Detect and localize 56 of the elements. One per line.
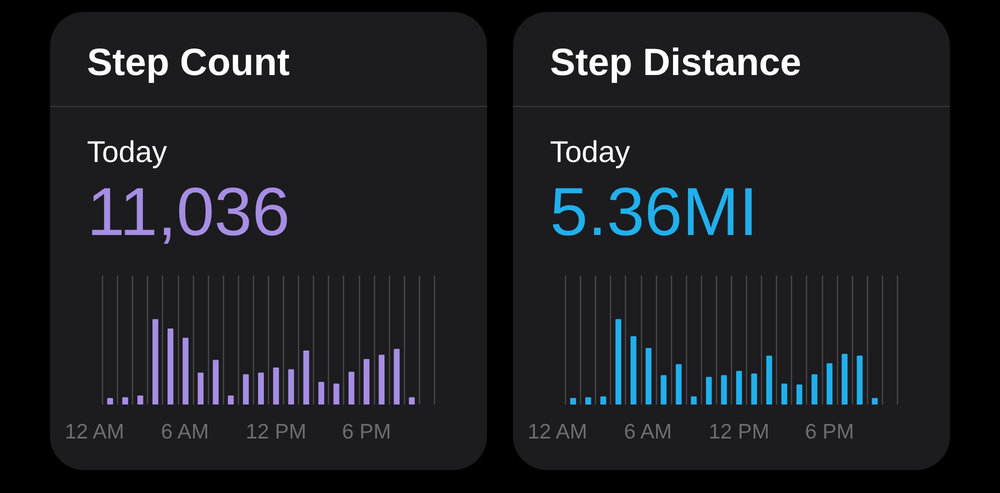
x-tick-label: 12 AM [528,420,588,444]
bar [615,319,622,404]
bar [242,374,249,404]
x-tick-label: 12 AM [64,420,124,444]
text: 5.36MI [550,174,758,250]
bar [751,373,758,404]
bar [736,370,742,404]
x-tick-label: 6 PM [342,420,392,444]
bar [630,336,636,404]
bar [676,364,682,404]
bar [585,397,592,404]
bar [107,398,114,404]
x-tick-label: 12 PM [246,420,306,444]
bar [137,396,144,404]
chart-title: Step Distance [550,42,802,84]
bar [228,396,234,404]
bar [842,354,848,404]
bar [378,354,385,404]
bar [646,348,652,404]
x-tick-label: 6 PM [805,420,854,444]
bar [258,372,264,404]
chart-title: Step Count [87,42,290,84]
bar [152,319,158,404]
bar [796,384,802,404]
bar [600,396,606,404]
bar [570,398,576,404]
bar [318,382,324,404]
chart-subtitle: Today [87,136,168,170]
bar [766,356,772,404]
bar [288,369,294,404]
bar [333,384,340,404]
bar [408,397,415,404]
bar [303,350,310,404]
bar [660,375,667,404]
bar [122,397,128,404]
bar [812,374,818,404]
bar [721,375,727,404]
bar [182,338,188,404]
x-tick-label: 6 AM [161,420,209,444]
bar [826,363,832,404]
bar [781,384,788,404]
bar [856,356,863,404]
bar [212,360,219,404]
x-tick-label: 12 PM [708,420,770,444]
bar [690,396,697,404]
bar [394,348,400,404]
bar [706,376,712,404]
text: 11,036 [87,174,290,250]
bar [364,359,370,404]
bar [198,372,204,404]
bar [348,372,354,404]
bar [168,328,174,404]
x-tick-label: 6 AM [624,420,672,444]
bar [872,398,878,404]
chart-subtitle: Today [550,136,630,170]
bar [273,368,279,404]
